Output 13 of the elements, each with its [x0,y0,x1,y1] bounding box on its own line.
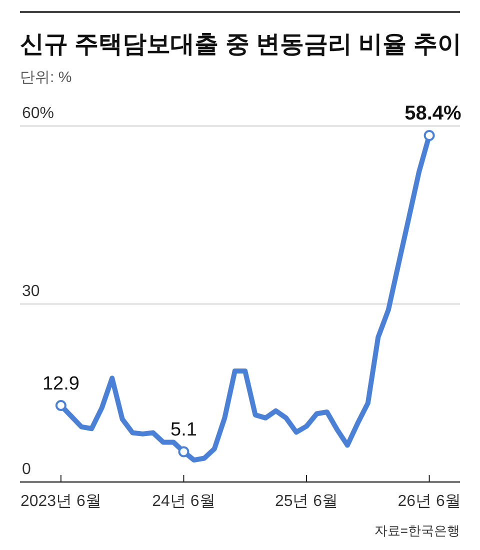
x-tick-label: 26년 6월 [398,493,461,510]
chart-subtitle: 단위: % [20,69,72,86]
data-label: 5.1 [170,420,197,441]
y-tick-label: 60% [22,105,54,122]
x-tick-label: 25년 6월 [274,493,338,510]
text: 자료=한국은행 [374,523,460,538]
y-tick-label: 0 [22,461,31,478]
x-tick-label: 2023년 6월 [20,493,102,510]
data-label: 12.9 [42,373,80,394]
x-tick-label: 24년 6월 [152,493,216,510]
data-label: 58.4% [404,102,462,124]
chart-title: 신규 주택담보대출 중 변동금리 비율 추이 [20,31,462,58]
y-tick-label: 30 [22,283,40,300]
